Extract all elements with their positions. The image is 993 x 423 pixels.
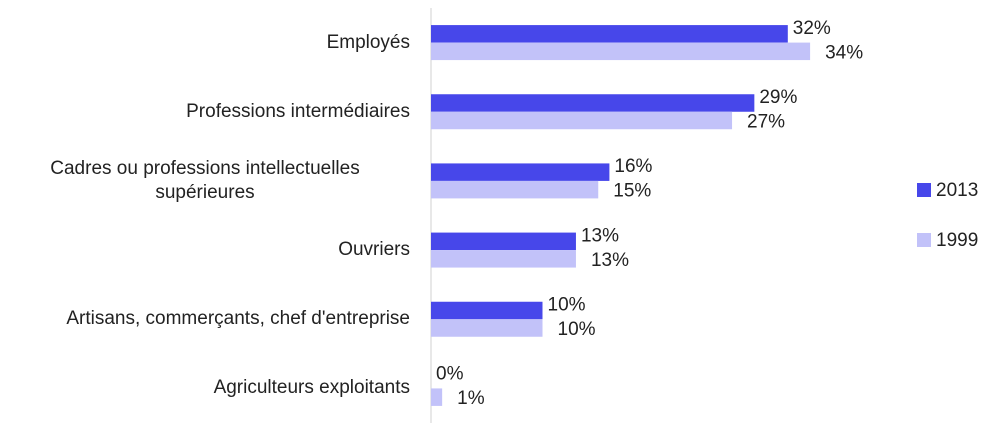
data-label: 1% <box>457 388 485 409</box>
bar <box>431 301 543 320</box>
bar <box>431 180 599 199</box>
legend-swatch <box>917 183 931 197</box>
bar <box>431 250 576 268</box>
legend-swatch <box>917 233 931 247</box>
bar <box>431 319 543 337</box>
category-text: Agriculteurs exploitants <box>213 377 410 399</box>
data-label: 13% <box>581 225 619 246</box>
data-label: 32% <box>793 18 831 39</box>
category-label: Agriculteurs exploitants <box>0 376 410 400</box>
bar <box>431 111 733 130</box>
bar <box>431 42 811 61</box>
bar <box>431 25 788 43</box>
category-label: Ouvriers <box>0 238 410 262</box>
legend-label: 1999 <box>936 230 978 251</box>
legend-label: 2013 <box>936 180 978 201</box>
category-text: Professions intermédiaires <box>186 100 410 122</box>
category-text: Artisans, commerçants, chef d'entreprise <box>66 308 410 330</box>
bar <box>431 163 610 181</box>
data-label: 10% <box>548 295 586 316</box>
bar <box>431 94 755 112</box>
data-label: 15% <box>613 181 651 202</box>
data-label: 10% <box>558 319 596 340</box>
data-label: 29% <box>759 87 797 108</box>
bar <box>431 232 576 251</box>
category-label: Cadres ou professions intellectuelles su… <box>0 157 410 205</box>
category-text: Cadres ou professions intellectuelles su… <box>50 157 360 203</box>
data-label: 34% <box>825 42 863 63</box>
category-text: Employés <box>326 31 410 53</box>
category-label: Employés <box>0 31 410 55</box>
data-label: 16% <box>614 156 652 177</box>
data-label: 13% <box>591 250 629 271</box>
data-label: 27% <box>747 112 785 133</box>
bar <box>431 388 443 406</box>
category-text: Ouvriers <box>338 239 410 261</box>
category-label: Artisans, commerçants, chef d'entreprise <box>0 307 410 331</box>
data-label: 0% <box>436 364 464 385</box>
category-label: Professions intermédiaires <box>0 100 410 124</box>
